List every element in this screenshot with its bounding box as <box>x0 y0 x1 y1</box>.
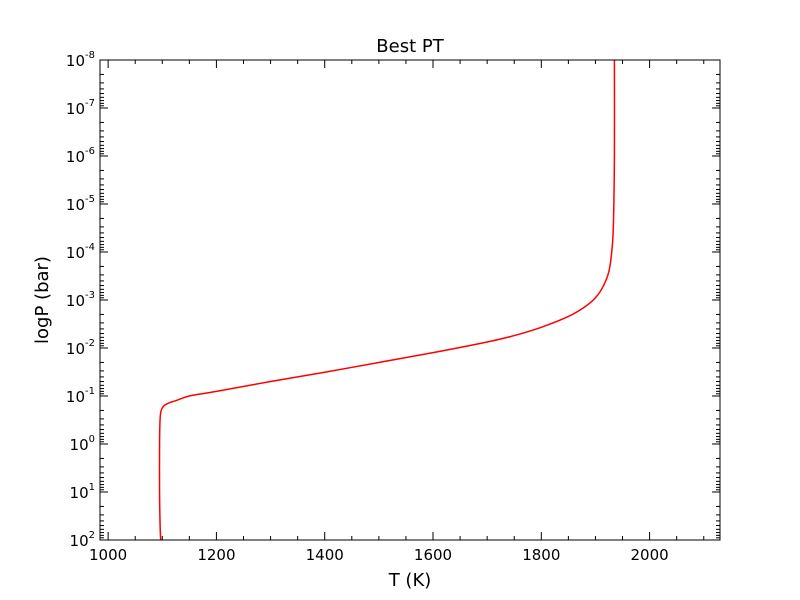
y-tick-label: 10-6 <box>66 146 95 166</box>
y-tick-exponent: -3 <box>85 290 95 301</box>
y-tick-exponent: -5 <box>85 194 95 205</box>
y-tick-base: 10 <box>66 52 85 70</box>
axis-ticks: 1000 1200 1400 1600 1800 200010-810-710-610-5… <box>66 50 720 564</box>
y-tick-base: 10 <box>66 292 85 310</box>
y-tick-base: 10 <box>66 100 85 118</box>
y-tick-exponent: -1 <box>85 386 95 397</box>
x-tick-label: 1000 <box>89 546 127 564</box>
y-tick-base: 10 <box>66 196 85 214</box>
y-tick-exponent: -7 <box>85 98 95 109</box>
y-tick-label: 10-8 <box>66 50 95 70</box>
y-tick-base: 10 <box>66 388 85 406</box>
x-axis-label: T (K) <box>388 570 432 591</box>
y-tick-exponent: -8 <box>85 50 95 61</box>
y-tick-exponent: 1 <box>89 482 95 493</box>
y-tick-label: 10-2 <box>66 338 95 358</box>
y-tick-base: 10 <box>66 148 85 166</box>
y-tick-base: 10 <box>66 340 85 358</box>
y-tick-base: 10 <box>70 436 89 454</box>
y-tick-label: 101 <box>70 482 95 502</box>
plot-frame <box>99 59 721 541</box>
y-tick-label: 10-5 <box>66 194 95 214</box>
y-tick-exponent: -4 <box>85 242 95 253</box>
y-tick-base: 10 <box>70 532 89 550</box>
y-tick-label: 102 <box>70 530 95 550</box>
y-tick-exponent: -2 <box>85 338 95 349</box>
y-tick-label: 10-4 <box>66 242 95 262</box>
pt-profile-line <box>158 59 616 541</box>
y-axis-label: logP (bar) <box>32 256 53 344</box>
y-tick-exponent: 2 <box>89 530 95 541</box>
y-tick-label: 10-7 <box>66 98 95 118</box>
chart-title: Best PT <box>376 36 444 57</box>
y-tick-base: 10 <box>70 484 89 502</box>
y-tick-label: 10-3 <box>66 290 95 310</box>
y-tick-exponent: -6 <box>85 146 95 157</box>
x-tick-label: 1800 <box>522 546 560 564</box>
x-tick-label: 1600 <box>414 546 452 564</box>
x-tick-label: 2000 <box>631 546 669 564</box>
plot-area <box>158 59 616 541</box>
y-tick-label: 10-1 <box>66 386 95 406</box>
y-tick-label: 100 <box>70 434 95 454</box>
x-tick-label: 1200 <box>197 546 235 564</box>
x-tick-label: 1400 <box>306 546 344 564</box>
y-tick-base: 10 <box>66 244 85 262</box>
y-tick-exponent: 0 <box>89 434 95 445</box>
